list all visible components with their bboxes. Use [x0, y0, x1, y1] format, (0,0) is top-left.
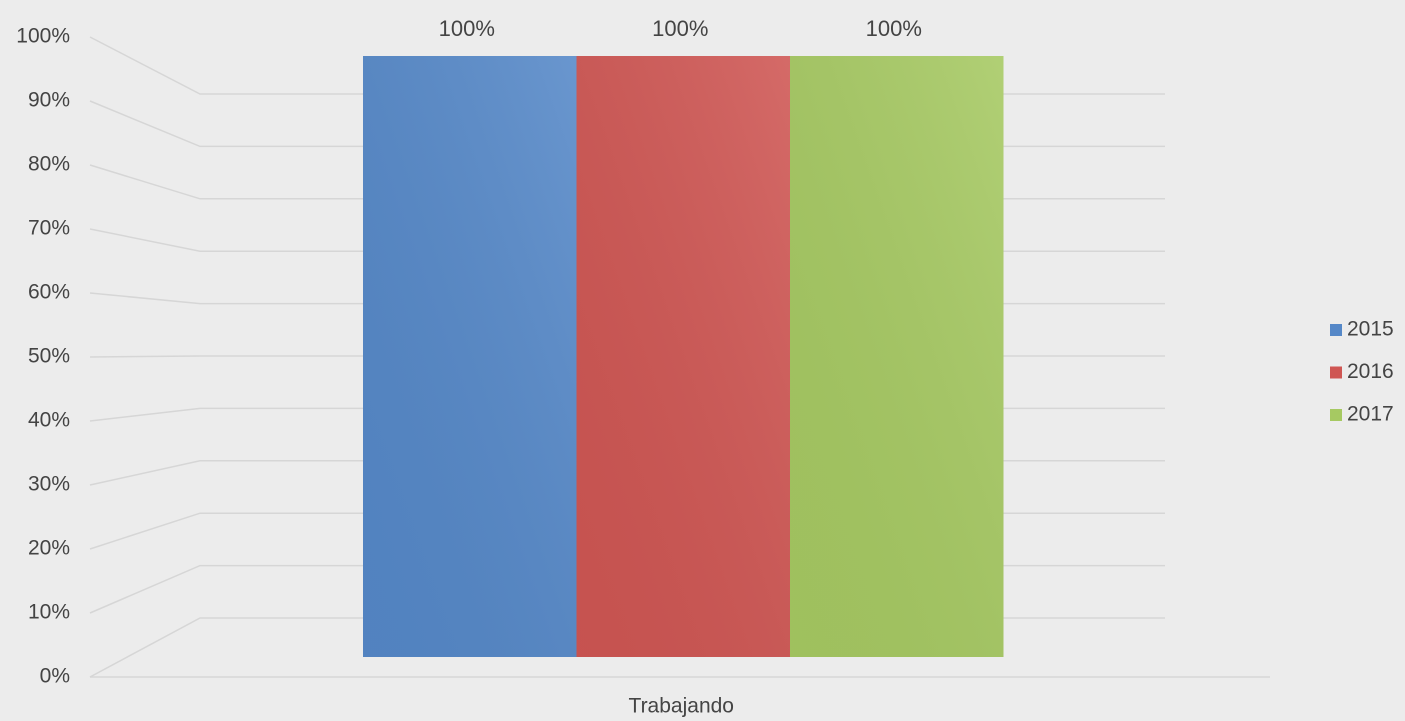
legend-label: 2015	[1347, 318, 1394, 341]
data-label: 100%	[439, 16, 495, 41]
y-tick-label: 100%	[16, 25, 70, 48]
y-tick-label: 70%	[28, 217, 70, 240]
legend-swatch	[1330, 409, 1342, 421]
legend-swatch	[1330, 324, 1342, 336]
data-label: 100%	[652, 16, 708, 41]
bar-sheen	[363, 56, 577, 657]
legend-label: 2017	[1347, 403, 1394, 426]
y-tick-label: 60%	[28, 281, 70, 304]
bar-sheen	[790, 56, 1004, 657]
y-tick-label: 30%	[28, 473, 70, 496]
y-tick-label: 10%	[28, 601, 70, 624]
data-label: 100%	[866, 16, 922, 41]
bar-sheen	[576, 56, 790, 657]
y-tick-label: 0%	[40, 665, 70, 688]
legend-label: 2016	[1347, 360, 1394, 383]
y-tick-label: 80%	[28, 153, 70, 176]
y-tick-label: 40%	[28, 409, 70, 432]
y-tick-label: 50%	[28, 345, 70, 368]
y-tick-label: 90%	[28, 89, 70, 112]
legend-swatch	[1330, 366, 1342, 379]
x-tick-label: Trabajando	[629, 695, 734, 718]
y-tick-label: 20%	[28, 537, 70, 560]
